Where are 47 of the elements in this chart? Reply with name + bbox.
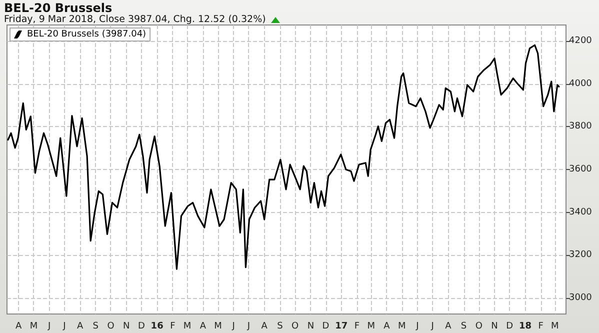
line-series bbox=[7, 44, 560, 270]
x-tick-label: J bbox=[46, 322, 51, 332]
y-tick-label: 4200 bbox=[569, 36, 592, 46]
x-tick-label: N bbox=[491, 322, 498, 332]
legend-label: BEL-20 Brussels (3987.04) bbox=[27, 30, 146, 40]
x-tick-label: A bbox=[15, 322, 22, 332]
x-tick-label: S bbox=[277, 322, 284, 332]
y-tick-label: 3200 bbox=[569, 250, 592, 260]
x-tick-label: J bbox=[246, 322, 250, 332]
x-tick-label: A bbox=[76, 322, 84, 332]
x-tick-label: J bbox=[430, 322, 434, 332]
x-tick-label: A bbox=[200, 322, 207, 332]
x-tick-label: S bbox=[460, 322, 467, 332]
x-tick-label: N bbox=[307, 322, 314, 332]
x-tick-label: J bbox=[231, 322, 235, 332]
x-tick-label: M bbox=[398, 322, 406, 332]
x-tick-label: F bbox=[170, 322, 176, 332]
x-tick-label: M bbox=[367, 322, 375, 332]
x-tick-label: M bbox=[214, 322, 222, 332]
x-tick-label: D bbox=[138, 322, 145, 332]
x-tick-label: M bbox=[551, 322, 559, 332]
x-tick-label: J bbox=[62, 322, 66, 332]
x-tick-label: O bbox=[475, 322, 482, 332]
chart-title: BEL-20 Brussels bbox=[4, 1, 112, 15]
x-tick-label: N bbox=[122, 322, 130, 332]
y-tick-label: 3000 bbox=[569, 292, 592, 303]
chart-subtitle: Friday, 9 Mar 2018, Close 3987.04, Chg. 12.52 (0.32%) bbox=[4, 14, 266, 25]
y-tick-label: 4000 bbox=[569, 78, 592, 89]
x-tick-label: O bbox=[292, 322, 299, 332]
x-tick-label: M bbox=[183, 322, 192, 332]
x-tick-label: 17 bbox=[335, 322, 348, 332]
x-tick-label: D bbox=[322, 322, 330, 332]
x-tick-label: A bbox=[261, 322, 268, 332]
y-tick-label: 3400 bbox=[569, 207, 592, 218]
x-tick-label: M bbox=[30, 322, 38, 332]
x-tick-label: 18 bbox=[518, 322, 532, 332]
y-tick-label: 3600 bbox=[569, 164, 592, 174]
x-tick-label: O bbox=[107, 322, 114, 332]
x-tick-label: F bbox=[538, 322, 544, 332]
x-tick-label: A bbox=[445, 322, 452, 332]
x-tick-label: S bbox=[92, 322, 99, 332]
x-tick-label: A bbox=[384, 322, 391, 332]
x-tick-label: 16 bbox=[150, 322, 164, 332]
x-tick-label: F bbox=[354, 322, 360, 332]
x-tick-label: D bbox=[506, 322, 514, 332]
y-tick-label: 3800 bbox=[569, 122, 592, 132]
x-tick-label: J bbox=[415, 322, 419, 332]
